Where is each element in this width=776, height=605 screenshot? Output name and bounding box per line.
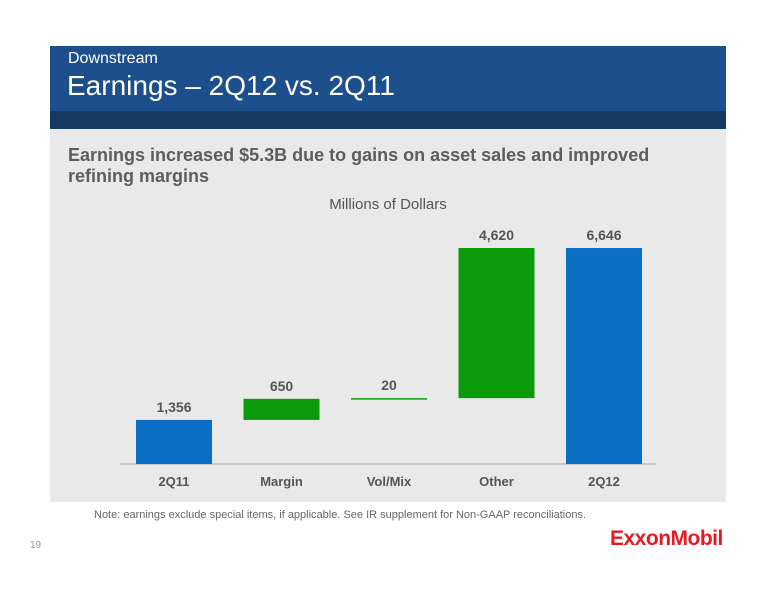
data-label: 20 xyxy=(381,377,397,393)
data-label: 4,620 xyxy=(479,227,514,243)
slide-headline: Earnings increased $5.3B due to gains on… xyxy=(68,145,650,186)
bar-other xyxy=(458,248,535,399)
exxonmobil-logo: ExxonMobil xyxy=(610,527,723,550)
data-label: 650 xyxy=(270,378,294,394)
x-tick-label: 2Q11 xyxy=(158,474,189,489)
footnote: Note: earnings exclude special items, if… xyxy=(94,509,586,521)
slide-subtitle: Downstream xyxy=(68,50,158,67)
title-banner-strip xyxy=(50,111,726,129)
x-tick-label: Vol/Mix xyxy=(367,474,412,489)
bar-vol-mix xyxy=(351,398,427,400)
data-label: 1,356 xyxy=(156,399,191,415)
bar-2q11 xyxy=(136,419,212,464)
chart-title: Millions of Dollars xyxy=(329,196,447,213)
x-tick-label: Other xyxy=(479,474,514,489)
title-banner xyxy=(50,46,726,111)
x-tick-label: Margin xyxy=(260,474,303,489)
page-number: 19 xyxy=(30,540,42,551)
bar-2q12 xyxy=(566,248,642,464)
data-label: 6,646 xyxy=(586,227,621,243)
slide-title: Earnings – 2Q12 vs. 2Q11 xyxy=(67,70,395,101)
x-tick-label: 2Q12 xyxy=(588,474,620,489)
bar-margin xyxy=(243,398,320,420)
